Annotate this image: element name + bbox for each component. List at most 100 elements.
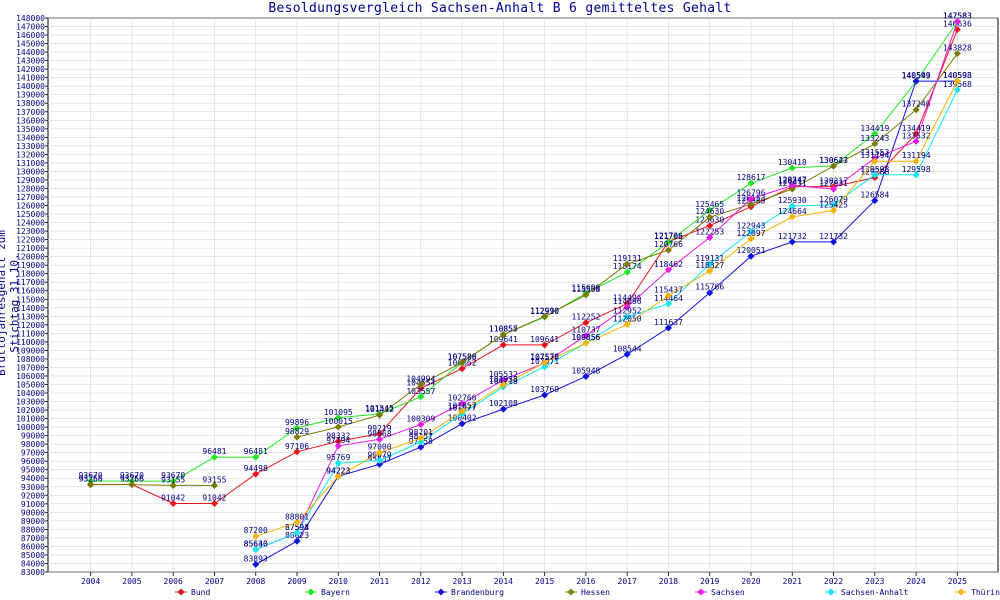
data-label-hessen: 112990 xyxy=(530,306,559,315)
data-point-th-ringen xyxy=(747,235,755,243)
legend-marker-bund xyxy=(177,588,185,596)
data-point-th-ringen xyxy=(334,472,342,480)
x-tick-label: 2008 xyxy=(246,577,265,586)
data-label-th-ringen: 131194 xyxy=(902,151,931,160)
data-label-bund: 99219 xyxy=(367,424,391,433)
data-label-bund: 109641 xyxy=(489,335,518,344)
data-point-bund xyxy=(376,430,384,438)
data-label-sachsen: 97794 xyxy=(326,436,350,445)
data-point-sachsen-anhalt xyxy=(953,86,961,94)
y-tick-label: 102000 xyxy=(16,406,45,415)
data-label-bayern: 125465 xyxy=(695,200,724,209)
data-label-th-ringen: 118327 xyxy=(695,261,724,270)
y-tick-label: 116000 xyxy=(16,287,45,296)
data-label-sachsen: 100309 xyxy=(406,414,435,423)
y-tick-label: 134000 xyxy=(16,133,45,142)
data-point-bund xyxy=(169,499,177,507)
data-label-sachsen: 85630 xyxy=(244,540,268,549)
y-tick-label: 107000 xyxy=(16,363,45,372)
x-tick-label: 2022 xyxy=(824,577,843,586)
data-label-bayern: 93670 xyxy=(161,471,185,480)
legend-item-bayern: Bayern xyxy=(321,588,350,597)
series-line-bund xyxy=(90,29,958,504)
data-point-brandenburg xyxy=(417,443,425,451)
data-label-sachsen: 118462 xyxy=(654,260,683,269)
data-point-th-ringen xyxy=(541,358,549,367)
data-point-sachsen-anhalt xyxy=(252,545,260,554)
data-label-brandenburg: 102108 xyxy=(489,399,518,408)
y-tick-label: 121000 xyxy=(16,244,45,253)
data-label-bund: 91042 xyxy=(202,493,226,502)
data-label-bayern: 96481 xyxy=(244,447,268,456)
data-label-th-ringen: 97000 xyxy=(367,443,391,452)
data-label-sachsen: 102766 xyxy=(448,394,477,403)
data-point-bayern xyxy=(623,268,631,276)
data-point-sachsen-anhalt xyxy=(912,171,920,179)
y-tick-label: 106000 xyxy=(16,372,45,381)
data-point-th-ringen xyxy=(706,267,714,275)
data-point-brandenburg xyxy=(499,405,507,413)
data-label-hessen: 93155 xyxy=(202,475,226,484)
data-point-bayern xyxy=(293,424,301,432)
data-label-bayern: 99896 xyxy=(285,418,309,427)
data-label-brandenburg: 126584 xyxy=(860,191,889,200)
data-label-sachsen: 127931 xyxy=(819,179,848,188)
data-label-th-ringen: 122097 xyxy=(737,229,766,238)
y-tick-label: 91000 xyxy=(21,500,45,509)
data-point-bund xyxy=(582,319,590,327)
y-tick-label: 114000 xyxy=(16,304,45,313)
data-point-hessen xyxy=(87,481,95,489)
data-label-sachsen-anhalt: 129598 xyxy=(902,165,931,174)
data-label-bund: 114496 xyxy=(613,294,642,303)
data-label-th-ringen: 131194 xyxy=(860,151,889,160)
data-point-brandenburg xyxy=(582,372,590,380)
data-point-sachsen xyxy=(912,137,920,145)
legend-marker-brandenburg xyxy=(437,588,445,596)
data-label-brandenburg: 140593 xyxy=(902,71,931,80)
data-label-sachsen: 98568 xyxy=(367,429,391,438)
y-tick-label: 117000 xyxy=(16,278,45,287)
data-point-sachsen-anhalt xyxy=(541,363,549,371)
data-label-th-ringen: 98701 xyxy=(409,428,433,437)
data-point-sachsen xyxy=(706,233,714,241)
data-point-brandenburg xyxy=(706,289,714,297)
legend-marker-sachsen xyxy=(697,588,705,596)
data-label-bund: 98332 xyxy=(326,431,350,440)
data-label-sachsen: 105532 xyxy=(489,370,518,379)
data-point-hessen xyxy=(582,291,590,299)
data-label-hessen: 120766 xyxy=(654,240,683,249)
y-tick-label: 125000 xyxy=(16,210,45,219)
x-tick-label: 2010 xyxy=(329,577,348,586)
data-label-th-ringen: 112050 xyxy=(613,314,642,323)
y-tick-label: 122000 xyxy=(16,236,45,245)
y-tick-label: 104000 xyxy=(16,389,45,398)
y-tick-label: 136000 xyxy=(16,116,45,125)
data-label-bund: 121766 xyxy=(654,232,683,241)
series-line-th-ringen xyxy=(255,80,958,537)
data-label-sachsen-anhalt: 126079 xyxy=(819,195,848,204)
data-label-th-ringen: 101857 xyxy=(448,401,477,410)
data-point-bayern xyxy=(252,453,260,461)
y-tick-label: 140000 xyxy=(16,82,45,91)
y-tick-label: 147000 xyxy=(16,23,45,32)
data-label-bayern: 115698 xyxy=(571,283,600,292)
legend-item-sachsen: Sachsen xyxy=(711,588,745,597)
data-point-sachsen-anhalt xyxy=(871,171,879,179)
data-label-bayern: 107586 xyxy=(448,352,477,361)
data-label-hessen: 110857 xyxy=(489,325,518,334)
y-tick-label: 146000 xyxy=(16,31,45,40)
y-tick-label: 120000 xyxy=(16,253,45,262)
data-label-hessen: 104994 xyxy=(406,375,435,384)
y-tick-label: 142000 xyxy=(16,65,45,74)
data-point-bund xyxy=(293,448,301,456)
y-tick-label: 98000 xyxy=(21,440,45,449)
data-point-th-ringen xyxy=(953,77,961,85)
data-point-th-ringen xyxy=(871,157,879,165)
y-tick-label: 94000 xyxy=(21,474,45,483)
y-tick-label: 111000 xyxy=(16,329,45,338)
x-tick-label: 2006 xyxy=(164,577,183,586)
y-tick-label: 86000 xyxy=(21,542,45,551)
data-point-sachsen xyxy=(458,399,466,408)
y-tick-label: 144000 xyxy=(16,48,45,57)
data-label-th-ringen: 115437 xyxy=(654,286,683,295)
